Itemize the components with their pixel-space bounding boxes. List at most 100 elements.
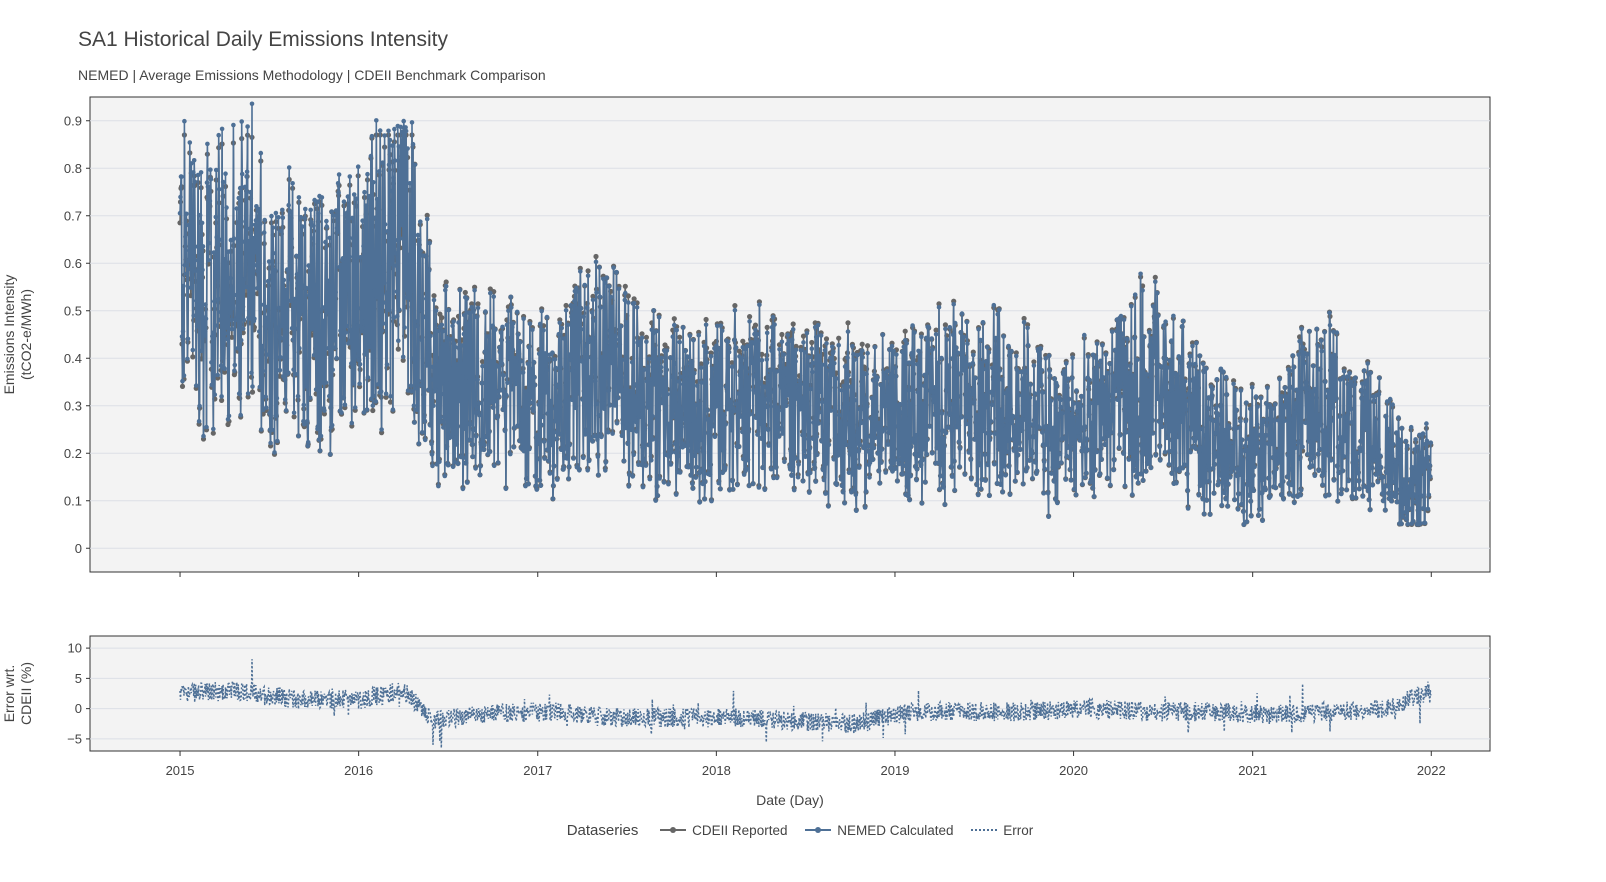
data-point-nemed bbox=[278, 335, 284, 341]
data-point-nemed bbox=[687, 333, 693, 339]
data-point-nemed bbox=[1080, 481, 1085, 487]
data-point-nemed bbox=[865, 443, 871, 449]
data-point-nemed bbox=[1280, 411, 1285, 417]
data-point-nemed bbox=[998, 408, 1004, 413]
data-point-nemed bbox=[935, 443, 940, 448]
data-point-nemed bbox=[596, 472, 601, 478]
data-point-nemed bbox=[1049, 471, 1054, 476]
data-point-nemed bbox=[402, 277, 408, 283]
data-point-nemed bbox=[1088, 478, 1094, 483]
data-point-nemed bbox=[707, 428, 712, 434]
data-point-nemed bbox=[930, 394, 936, 399]
data-point-nemed bbox=[470, 454, 476, 460]
data-point-nemed bbox=[442, 342, 447, 347]
data-point-nemed bbox=[197, 403, 202, 409]
data-point-nemed bbox=[425, 349, 431, 355]
data-point-nemed bbox=[352, 405, 358, 410]
data-point-nemed bbox=[220, 355, 225, 361]
data-point-nemed bbox=[757, 302, 762, 308]
data-point-nemed bbox=[478, 463, 483, 469]
data-point-nemed bbox=[1164, 381, 1169, 387]
data-point-cdeii bbox=[747, 314, 753, 320]
data-point-nemed bbox=[342, 255, 347, 261]
data-point-nemed bbox=[735, 409, 741, 415]
data-point-nemed bbox=[1326, 453, 1331, 458]
data-point-nemed bbox=[569, 314, 574, 319]
data-point-nemed bbox=[953, 345, 959, 351]
data-point-nemed bbox=[580, 359, 585, 364]
data-point-cdeii bbox=[845, 320, 851, 326]
data-point-nemed bbox=[684, 376, 689, 381]
data-point-nemed bbox=[764, 330, 770, 336]
data-point-nemed bbox=[982, 452, 988, 458]
data-point-nemed bbox=[609, 360, 614, 366]
data-point-cdeii bbox=[249, 389, 256, 395]
data-point-nemed bbox=[807, 446, 813, 451]
data-point-nemed bbox=[826, 442, 832, 448]
data-point-nemed bbox=[919, 334, 924, 340]
data-point-nemed bbox=[728, 401, 734, 406]
data-point-nemed bbox=[1316, 412, 1322, 418]
data-point-nemed bbox=[185, 336, 191, 342]
data-point-nemed bbox=[1304, 391, 1309, 396]
data-point-nemed bbox=[1342, 438, 1347, 444]
data-point-nemed bbox=[304, 369, 310, 375]
data-point-nemed bbox=[949, 474, 955, 479]
data-point-nemed bbox=[1342, 426, 1348, 431]
data-point-nemed bbox=[702, 497, 707, 502]
data-point-nemed bbox=[619, 375, 624, 381]
data-point-nemed bbox=[1067, 466, 1073, 472]
data-point-nemed bbox=[302, 216, 308, 221]
data-point-nemed bbox=[457, 287, 463, 293]
data-point-nemed bbox=[997, 368, 1002, 373]
data-point-nemed bbox=[296, 433, 301, 439]
data-point-nemed bbox=[1017, 447, 1023, 452]
data-point-nemed bbox=[1122, 483, 1128, 489]
data-point-nemed bbox=[202, 320, 208, 325]
data-point-nemed bbox=[723, 384, 729, 390]
data-point-nemed bbox=[429, 441, 434, 447]
data-point-nemed bbox=[1096, 381, 1102, 387]
data-point-nemed bbox=[441, 425, 446, 430]
data-point-nemed bbox=[591, 318, 596, 323]
data-point-nemed bbox=[625, 422, 630, 427]
data-point-nemed bbox=[1151, 354, 1157, 360]
data-point-nemed bbox=[1047, 368, 1052, 374]
data-point-nemed bbox=[440, 380, 445, 386]
y-tick-label: 0.8 bbox=[64, 161, 82, 176]
data-point-nemed bbox=[1046, 353, 1052, 359]
data-point-nemed bbox=[1033, 460, 1038, 465]
data-point-nemed bbox=[366, 239, 371, 245]
data-point-nemed bbox=[569, 397, 575, 403]
data-point-nemed bbox=[834, 435, 840, 440]
data-point-nemed bbox=[1325, 393, 1331, 399]
data-point-nemed bbox=[733, 345, 739, 350]
data-point-nemed bbox=[1039, 382, 1044, 387]
data-point-nemed bbox=[1105, 370, 1111, 376]
data-point-nemed bbox=[541, 328, 546, 333]
data-point-nemed bbox=[944, 337, 950, 342]
data-point-nemed bbox=[501, 373, 506, 378]
data-point-nemed bbox=[924, 335, 929, 341]
data-point-nemed bbox=[548, 398, 553, 404]
data-point-nemed bbox=[307, 286, 313, 292]
data-point-nemed bbox=[1178, 419, 1184, 425]
data-point-nemed bbox=[786, 392, 791, 398]
data-point-nemed bbox=[194, 324, 200, 329]
data-point-nemed bbox=[1171, 313, 1176, 319]
data-point-nemed bbox=[826, 504, 831, 509]
data-point-nemed bbox=[942, 502, 948, 507]
data-point-nemed bbox=[903, 442, 909, 448]
data-point-nemed bbox=[270, 262, 275, 267]
data-point-nemed bbox=[554, 436, 560, 441]
data-point-nemed bbox=[1288, 385, 1293, 390]
data-point-nemed bbox=[934, 399, 939, 405]
data-point-nemed bbox=[1014, 353, 1019, 359]
data-point-nemed bbox=[951, 301, 956, 307]
data-point-nemed bbox=[439, 322, 445, 328]
data-point-nemed bbox=[1210, 386, 1215, 392]
data-point-nemed bbox=[1142, 451, 1147, 456]
data-point-nemed bbox=[780, 431, 785, 436]
data-point-nemed bbox=[326, 283, 332, 288]
data-point-nemed bbox=[1185, 487, 1190, 493]
